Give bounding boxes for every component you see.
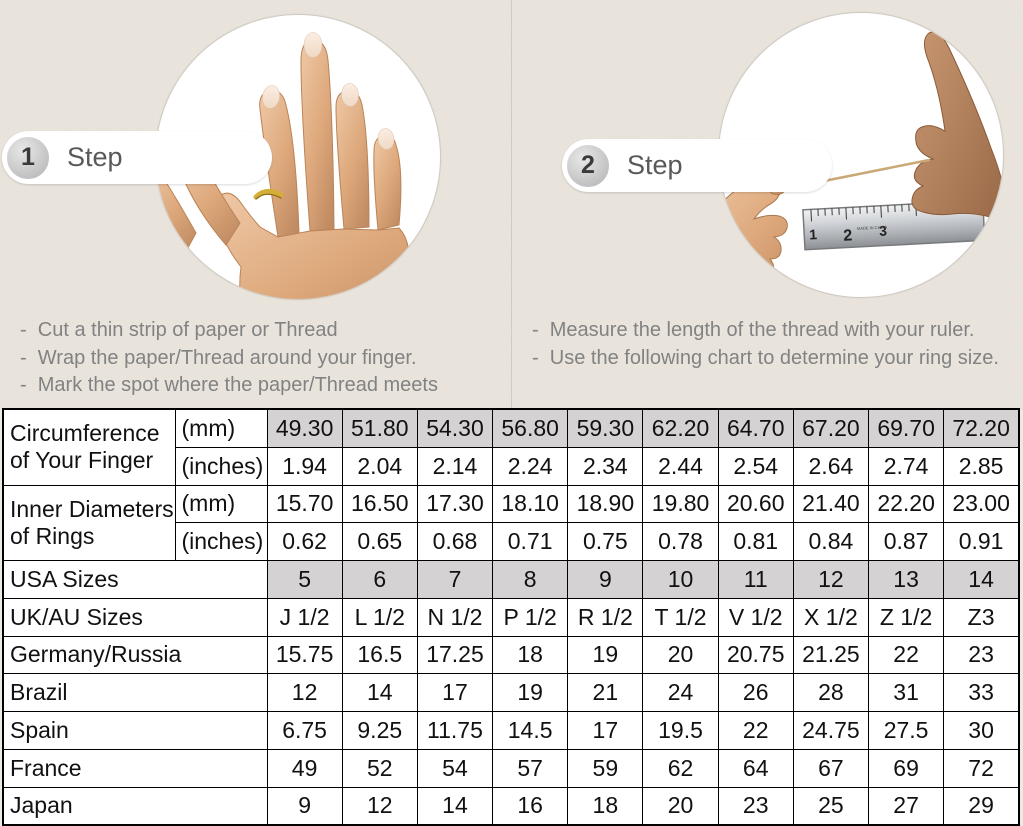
svg-text:1: 1	[809, 226, 818, 242]
svg-text:2: 2	[843, 227, 853, 244]
